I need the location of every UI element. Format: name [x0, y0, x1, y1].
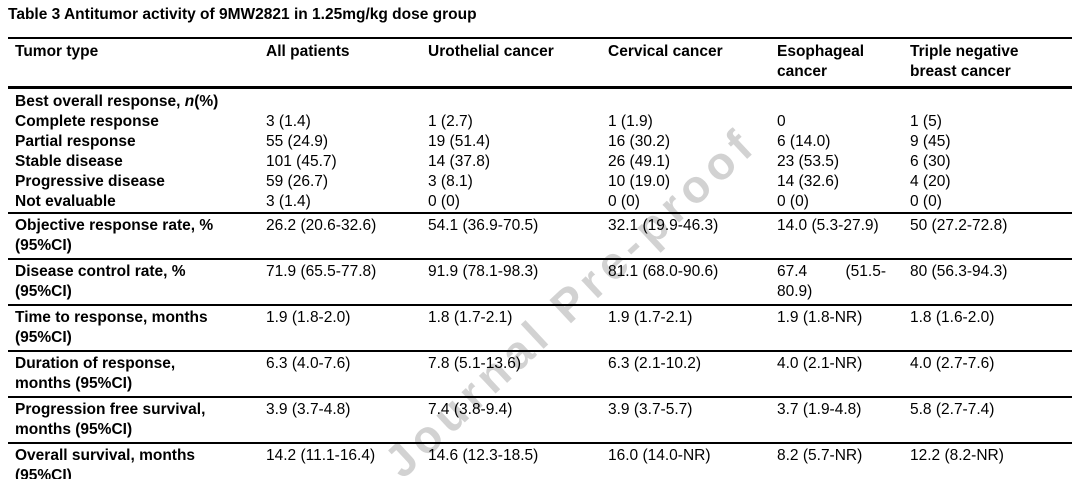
value-cell: 9 (45) — [910, 133, 951, 150]
table-row-duration-of-response: Duration of response, months (95%CI) 6.3 … — [8, 351, 1072, 398]
row-label-cell: Partial response — [15, 133, 136, 150]
value-cell: 3.7 (1.9-4.8) — [769, 397, 902, 444]
value-cell: 1.9 (1.7-2.1) — [600, 305, 769, 352]
value-cell — [769, 88, 902, 113]
antitumor-activity-table: Tumor type All patients Urothelial cance… — [8, 37, 1072, 479]
row-label-cell: Not evaluable — [8, 192, 258, 214]
value-cell: 14.2 (11.1-16.4) — [266, 447, 376, 464]
column-header-urothelial-cancer: Urothelial cancer — [420, 38, 600, 89]
table-caption: Table 3 Antitumor activity of 9MW2821 in… — [8, 6, 477, 23]
value-cell: 71.9 (65.5-77.8) — [258, 259, 420, 306]
table-row-overall-survival: Overall survival, months (95%CI) 14.2 (11… — [8, 443, 1072, 479]
value-cell: 0 (0) — [600, 192, 769, 214]
table-row-progression-free-survival: Progression free survival, months (95%CI)… — [8, 397, 1072, 444]
value-cell: 7.8 (5.1-13.6) — [420, 351, 600, 398]
column-header-tumor-type: Tumor type — [8, 38, 258, 89]
value-cell: 6 (30) — [910, 153, 951, 170]
table-row-disease-control-rate: Disease control rate, % (95%CI) 71.9 (65.… — [8, 259, 1072, 306]
value-cell: 1.9 (1.8-NR) — [769, 305, 902, 352]
table-row-complete-response: Complete response 3 (1.4) 1 (2.7) 1 (1.9… — [8, 112, 1072, 132]
value-cell: 3 (1.4) — [266, 113, 311, 130]
column-header-cervical-cancer: Cervical cancer — [600, 38, 769, 89]
value-cell: 6 (14.0) — [777, 133, 831, 150]
value-cell: 0 (0) — [420, 192, 600, 214]
value-cell: 16.0 (14.0-NR) — [608, 447, 711, 464]
value-cell — [258, 88, 420, 113]
row-label-italic-n: n — [184, 93, 195, 110]
value-cell: 1 (5) — [910, 113, 942, 130]
row-label-cell: Stable disease — [15, 153, 123, 170]
value-cell: 5.8 (2.7-7.4) — [902, 397, 1072, 444]
value-cell: 1.8 (1.7-2.1) — [420, 305, 600, 352]
row-label-cell: Progressive disease — [15, 173, 165, 190]
value-cell: 81.1 (68.0-90.6) — [600, 259, 769, 306]
value-cell: 55 (24.9) — [266, 133, 329, 150]
row-label-cell: Time to response, months (95%CI) — [8, 305, 258, 352]
value-cell: 91.9 (78.1-98.3) — [420, 259, 600, 306]
row-label-cell: Best overall response, n(%) — [8, 88, 258, 113]
value-cell — [600, 88, 769, 113]
value-cell: 1.8 (1.6-2.0) — [902, 305, 1072, 352]
column-header-all-patients: All patients — [258, 38, 420, 89]
value-cell: 3 (1.4) — [258, 192, 420, 214]
value-cell: 50 (27.2-72.8) — [902, 213, 1072, 260]
value-cell: 101 (45.7) — [266, 153, 337, 170]
table-row-best-overall-response: Best overall response, n(%) — [8, 88, 1072, 113]
row-label-cell: Progression free survival, months (95%CI) — [8, 397, 258, 444]
value-cell — [902, 88, 1072, 113]
value-cell: 8.2 (5.7-NR) — [777, 447, 863, 464]
value-cell: 6.3 (4.0-7.6) — [258, 351, 420, 398]
value-cell: 6.3 (2.1-10.2) — [600, 351, 769, 398]
value-cell: 16 (30.2) — [608, 133, 671, 150]
table-row-stable-disease: Stable disease 101 (45.7) 14 (37.8) 26 (… — [8, 152, 1072, 172]
table-row-not-evaluable: Not evaluable 3 (1.4) 0 (0) 0 (0) 0 (0) … — [8, 192, 1072, 214]
value-cell: 4.0 (2.7-7.6) — [902, 351, 1072, 398]
table-row-partial-response: Partial response 55 (24.9) 19 (51.4) 16 … — [8, 132, 1072, 152]
value-cell: 12.2 (8.2-NR) — [910, 447, 1004, 464]
value-cell: 23 (53.5) — [777, 153, 840, 170]
value-cell: 3.9 (3.7-4.8) — [258, 397, 420, 444]
value-cell: 26.2 (20.6-32.6) — [258, 213, 420, 260]
table-row-time-to-response: Time to response, months (95%CI) 1.9 (1.8… — [8, 305, 1072, 352]
row-label-cell: Duration of response, months (95%CI) — [8, 351, 258, 398]
row-label-cell: Disease control rate, % (95%CI) — [8, 259, 258, 306]
value-cell: 4 (20) — [910, 173, 951, 190]
value-cell: 67.4 (51.5-80.9) — [769, 259, 902, 306]
column-header-tnbc: Triple negative breast cancer — [902, 38, 1072, 89]
row-label-cell: Overall survival, months (95%CI) — [15, 447, 196, 479]
value-cell: 0 (0) — [902, 192, 1072, 214]
column-header-esophageal-cancer: Esophageal cancer — [769, 38, 902, 89]
value-cell: 54.1 (36.9-70.5) — [420, 213, 600, 260]
row-label-cell: Objective response rate, % (95%CI) — [8, 213, 258, 260]
value-cell: 0 (0) — [769, 192, 902, 214]
value-cell: 19 (51.4) — [428, 133, 491, 150]
value-cell: 32.1 (19.9-46.3) — [600, 213, 769, 260]
value-cell: 1.9 (1.8-2.0) — [258, 305, 420, 352]
value-cell: 14 (37.8) — [428, 153, 491, 170]
value-cell: 3.9 (3.7-5.7) — [600, 397, 769, 444]
value-cell: 14.6 (12.3-18.5) — [428, 447, 539, 464]
value-cell: 7.4 (3.8-9.4) — [420, 397, 600, 444]
value-cell: 1 (2.7) — [428, 113, 473, 130]
table-row-objective-response-rate: Objective response rate, % (95%CI) 26.2 (… — [8, 213, 1072, 260]
value-cell: 26 (49.1) — [608, 153, 671, 170]
value-cell: 4.0 (2.1-NR) — [769, 351, 902, 398]
row-label-text: (%) — [194, 93, 219, 110]
value-cell: 80 (56.3-94.3) — [902, 259, 1072, 306]
header-row: Tumor type All patients Urothelial cance… — [8, 38, 1072, 89]
value-cell: 59 (26.7) — [266, 173, 329, 190]
row-label-text: Best overall response, — [15, 93, 185, 110]
row-label-cell: Complete response — [15, 113, 159, 130]
table-row-progressive-disease: Progressive disease 59 (26.7) 3 (8.1) 10… — [8, 172, 1072, 192]
value-cell — [420, 88, 600, 113]
value-cell: 3 (8.1) — [428, 173, 473, 190]
value-cell: 10 (19.0) — [608, 173, 671, 190]
value-cell: 14.0 (5.3-27.9) — [769, 213, 902, 260]
value-cell: 0 — [777, 113, 786, 130]
value-cell: 1 (1.9) — [608, 113, 653, 130]
value-cell: 14 (32.6) — [777, 173, 840, 190]
